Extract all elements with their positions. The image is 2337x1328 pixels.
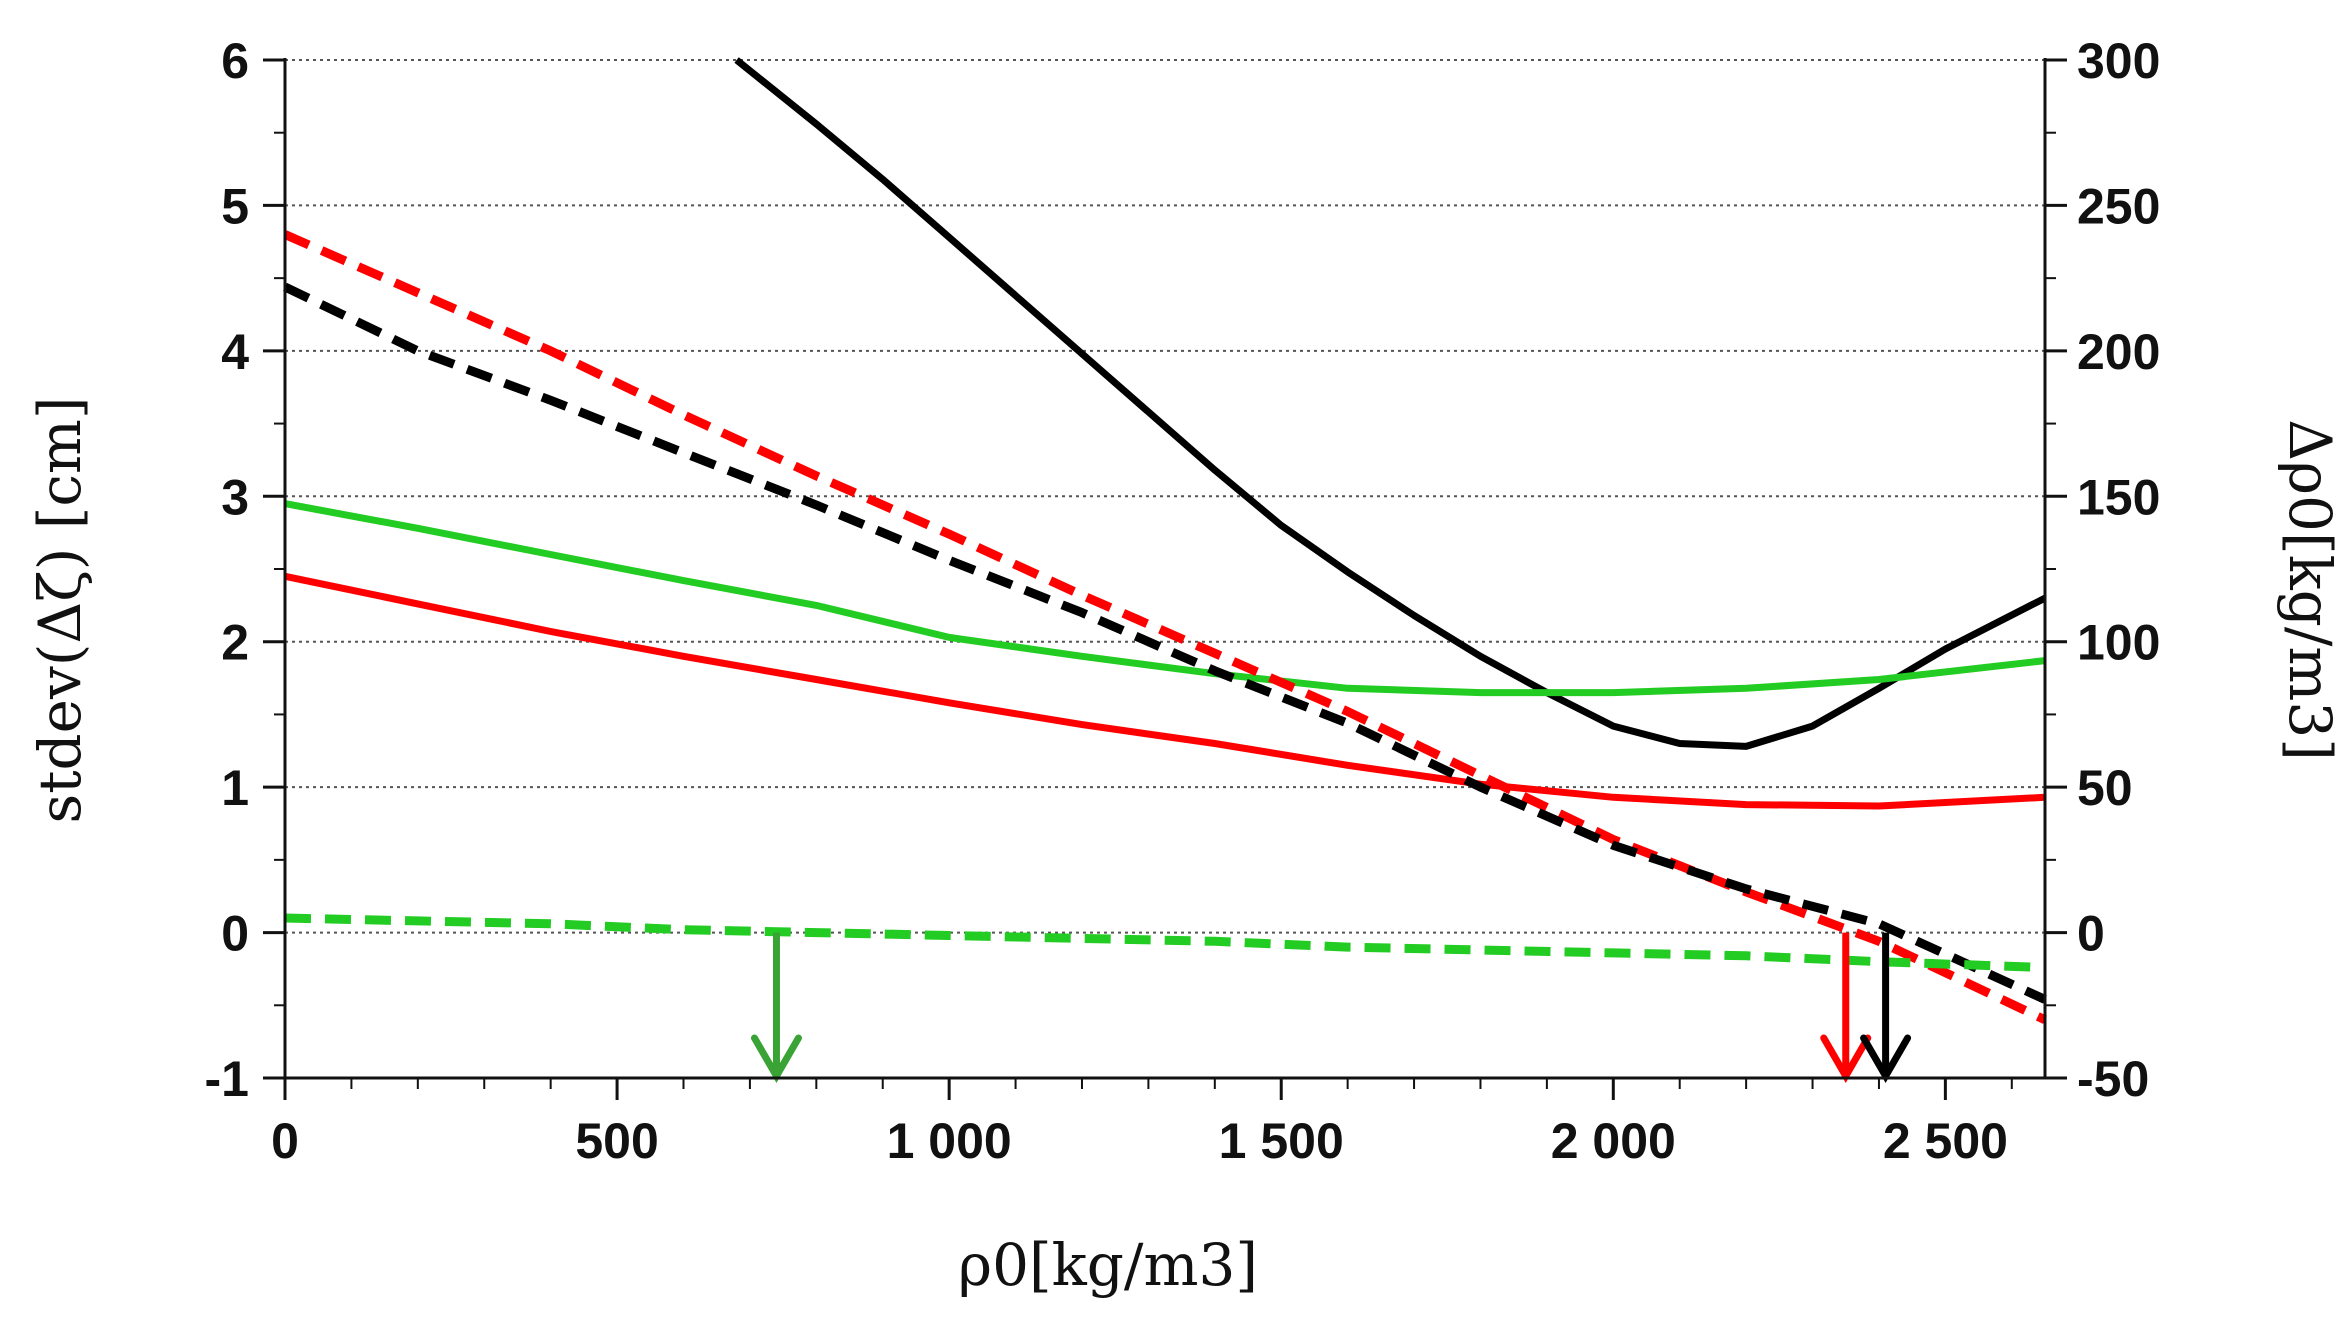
x-tick-label: 2 500 bbox=[1883, 1113, 2008, 1169]
tick-labels: -1 0 1 2 3 4 5 6 -50 0 50 100 150 200 250 300 0 500 1 000 1… bbox=[205, 33, 2161, 1169]
x-tick-label: 1 500 bbox=[1219, 1113, 1344, 1169]
arrow-head-1 bbox=[1820, 1034, 1872, 1083]
y-right-tick-label: 0 bbox=[2077, 906, 2105, 962]
y-right-tick-label: 150 bbox=[2077, 469, 2160, 525]
series-green-solid bbox=[284, 500, 2046, 697]
y-left-tick-label: 2 bbox=[221, 615, 249, 671]
x-tick-label: 1 000 bbox=[887, 1113, 1012, 1169]
y-right-tick-label: 50 bbox=[2077, 760, 2133, 816]
y-right-tick-label: 200 bbox=[2077, 324, 2160, 380]
y-right-tick-label: 300 bbox=[2077, 33, 2160, 89]
series-red-solid bbox=[284, 572, 2046, 810]
x-tick-label: 500 bbox=[575, 1113, 658, 1169]
y-right-tick-label: -50 bbox=[2077, 1051, 2149, 1107]
y-right-tick-label: 100 bbox=[2077, 615, 2160, 671]
series-black-dashed bbox=[283, 282, 2047, 1004]
series-red-dashed bbox=[283, 230, 2047, 1024]
series-black-solid bbox=[734, 57, 2047, 750]
y-left-tick-label: 6 bbox=[221, 33, 249, 89]
x-axis-title: ρ0[kg/m3] bbox=[958, 1231, 1258, 1299]
y-left-tick-label: 1 bbox=[221, 760, 249, 816]
arrow-head-2 bbox=[1860, 1034, 1912, 1083]
tick-marks bbox=[263, 58, 2067, 1100]
y-left-tick-label: 0 bbox=[221, 906, 249, 962]
y-left-tick-label: -1 bbox=[205, 1051, 249, 1107]
y-axis-right-title: Δρ0[kg/m3] bbox=[2276, 419, 2337, 761]
y-left-tick-label: 4 bbox=[221, 324, 249, 380]
y-left-tick-label: 5 bbox=[221, 178, 249, 234]
y-axis-left-title: stdev(Δζ) [cm] bbox=[26, 396, 94, 823]
x-tick-label: 0 bbox=[271, 1113, 299, 1169]
series-green-dashed bbox=[284, 913, 2046, 972]
annotation-arrows bbox=[750, 932, 1912, 1083]
y-right-tick-label: 250 bbox=[2077, 178, 2160, 234]
series-group bbox=[283, 57, 2047, 1024]
y-left-tick-label: 3 bbox=[221, 469, 249, 525]
arrow-head-0 bbox=[750, 1034, 802, 1083]
x-tick-label: 2 000 bbox=[1551, 1113, 1676, 1169]
